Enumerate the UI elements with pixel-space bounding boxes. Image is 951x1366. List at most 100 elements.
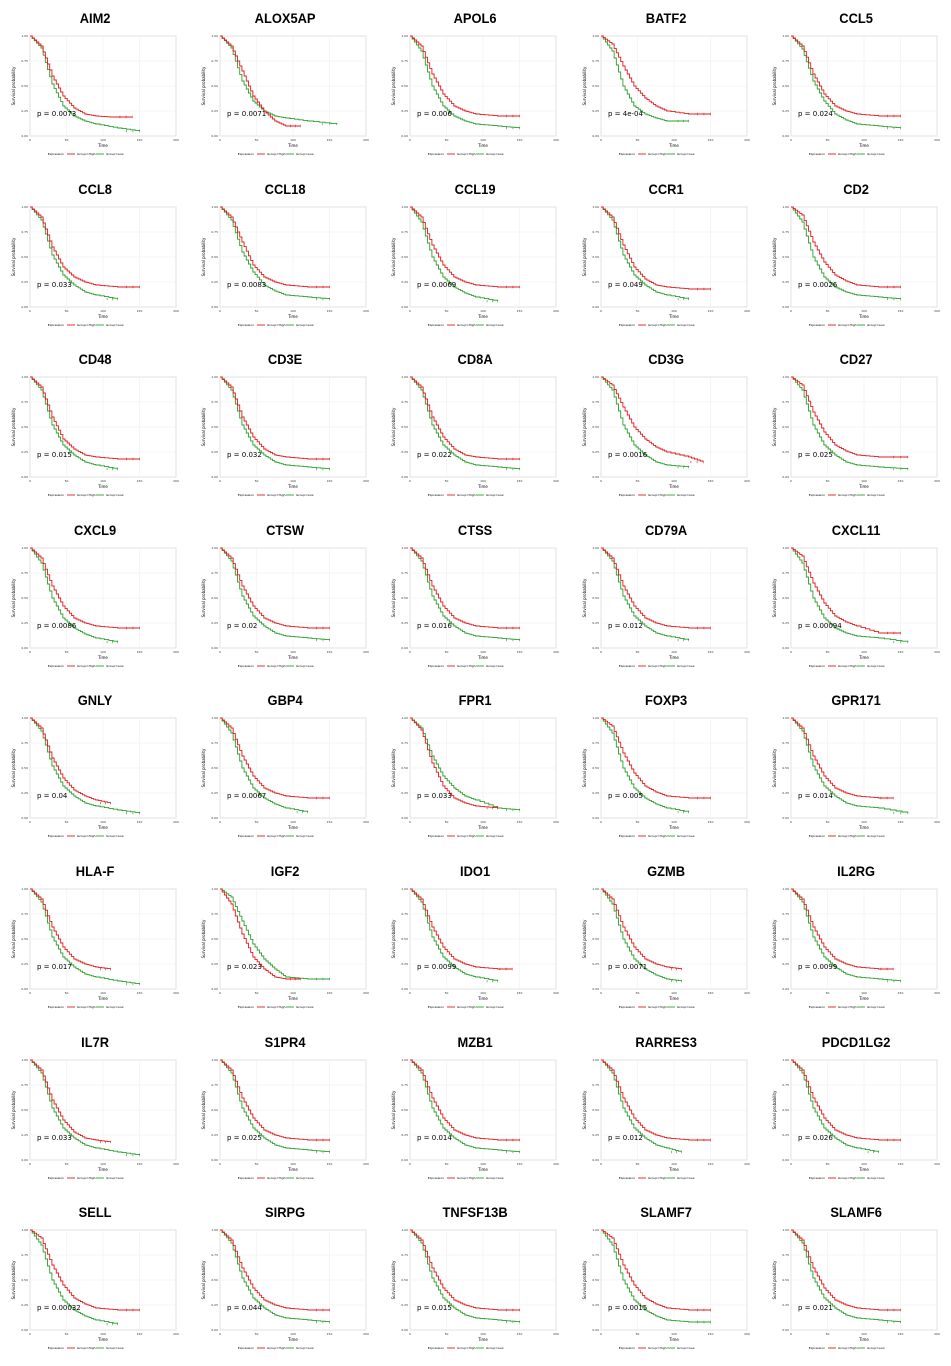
legend-label-low: Group=Low xyxy=(867,152,885,156)
km-chart: 0.00 0.25 0.50 0.75 1.00 0 50 100 150 200 Time Surv… xyxy=(11,205,179,327)
km-chart: 0.00 0.25 0.50 0.75 1.00 0 50 100 150 200 Time Surv… xyxy=(11,887,179,1009)
series-low-line xyxy=(220,888,330,980)
y-tick-label: 0.75 xyxy=(212,230,219,234)
y-tick-label: 0.25 xyxy=(402,962,409,966)
x-tick-label: 0 xyxy=(600,650,602,654)
x-tick-label: 100 xyxy=(671,1332,677,1336)
y-axis-label: Survival probability xyxy=(772,66,777,105)
x-tick-label: 0 xyxy=(219,1162,221,1166)
x-tick-label: 100 xyxy=(100,991,106,995)
x-tick-label: 200 xyxy=(744,820,750,824)
km-chart: 0.00 0.25 0.50 0.75 1.00 0 50 100 150 200 Time Surv… xyxy=(11,546,179,668)
y-axis-label: Survival probability xyxy=(201,407,206,446)
y-tick-label: 0.50 xyxy=(402,1108,409,1112)
km-panel: CD3E 0.00 0.25 0.50 0.75 1.00 0 50 100 150 200 Time… xyxy=(190,351,380,512)
x-tick-label: 0 xyxy=(790,1162,792,1166)
km-chart: 0.00 0.25 0.50 0.75 1.00 0 50 100 150 200 Time Surv… xyxy=(582,1228,750,1350)
panel-title: MZB1 xyxy=(457,1033,494,1050)
y-tick-label: 0.00 xyxy=(592,1328,599,1332)
x-tick-label: 0 xyxy=(29,1162,31,1166)
legend-label-high: Group=High xyxy=(648,1005,667,1009)
x-tick-label: 100 xyxy=(861,138,867,142)
y-tick-label: 0.25 xyxy=(592,450,599,454)
x-axis-label: Time xyxy=(668,1167,679,1172)
km-chart: 0.00 0.25 0.50 0.75 1.00 0 50 100 150 200 Time Surv… xyxy=(582,34,750,156)
y-tick-label: 0.50 xyxy=(21,1278,28,1282)
km-panel: CXCL9 0.00 0.25 0.50 0.75 1.00 0 50 100 150 200 Tim… xyxy=(0,522,190,683)
y-tick-label: 1.00 xyxy=(212,205,219,209)
legend-title: Expression xyxy=(618,152,634,156)
legend-label-low: Group=Low xyxy=(106,1346,124,1350)
y-tick-label: 1.00 xyxy=(402,375,409,379)
y-tick-label: 0.75 xyxy=(212,571,219,575)
km-chart: 0.00 0.25 0.50 0.75 1.00 0 50 100 150 200 Time Surv… xyxy=(391,1228,560,1350)
x-tick-label: 150 xyxy=(897,479,903,483)
x-tick-label: 150 xyxy=(327,479,333,483)
y-tick-label: 0.50 xyxy=(402,425,409,429)
x-tick-label: 50 xyxy=(825,1332,829,1336)
y-tick-label: 1.00 xyxy=(21,887,28,891)
y-tick-label: 0.75 xyxy=(782,230,789,234)
y-tick-label: 0.75 xyxy=(402,400,409,404)
legend-label-high: Group=High xyxy=(457,152,476,156)
x-tick-label: 100 xyxy=(290,138,296,142)
series-high-line xyxy=(410,888,513,970)
x-tick-label: 200 xyxy=(173,479,179,483)
x-axis-label: Time xyxy=(287,143,298,148)
legend-label-high: Group=High xyxy=(267,1346,286,1350)
y-tick-label: 0.25 xyxy=(212,791,219,795)
panel-title: IGF2 xyxy=(270,863,300,879)
y-axis-label: Survival probability xyxy=(201,1090,206,1129)
series-low-line xyxy=(410,1059,521,1152)
series-high-line xyxy=(220,206,330,288)
panel-title: CD3G xyxy=(647,351,684,368)
km-panel: CCL8 0.00 0.25 0.50 0.75 1.00 0 50 100 150 200 Time… xyxy=(0,181,190,342)
y-tick-label: 0.75 xyxy=(212,59,219,63)
series-high-line xyxy=(410,547,520,629)
panel-title: CCL18 xyxy=(264,180,306,197)
y-tick-label: 0.25 xyxy=(782,791,789,795)
x-tick-label: 150 xyxy=(137,650,143,654)
series-low-line xyxy=(220,206,331,299)
x-axis-label: Time xyxy=(287,655,298,660)
y-tick-label: 0.75 xyxy=(592,741,599,745)
y-tick-label: 0.75 xyxy=(782,571,789,575)
x-tick-label: 50 xyxy=(445,650,449,654)
y-tick-label: 0.75 xyxy=(592,230,599,234)
legend-label-low: Group=Low xyxy=(296,1005,314,1009)
x-tick-label: 100 xyxy=(861,820,867,824)
x-tick-label: 200 xyxy=(554,1332,560,1336)
legend-label-low: Group=Low xyxy=(106,1005,124,1009)
legend-label-low: Group=Low xyxy=(296,493,314,497)
legend-label-high: Group=High xyxy=(77,1346,96,1350)
x-axis-label: Time xyxy=(858,143,869,148)
km-panel: CCL18 0.00 0.25 0.50 0.75 1.00 0 50 100 150 200 Tim… xyxy=(190,181,380,342)
series-low-line xyxy=(30,206,119,299)
x-tick-label: 200 xyxy=(554,650,560,654)
panel-title: TNFSF13B xyxy=(442,1204,509,1221)
y-tick-label: 0.25 xyxy=(212,621,219,625)
y-tick-label: 0.50 xyxy=(592,596,599,600)
series-low-line xyxy=(30,547,119,642)
km-panel: FPR1 0.00 0.25 0.50 0.75 1.00 0 50 100 150 200 Time… xyxy=(380,692,570,853)
legend-label-low: Group=Low xyxy=(486,152,504,156)
y-tick-label: 1.00 xyxy=(592,34,599,38)
x-axis-label: Time xyxy=(858,484,869,489)
y-tick-label: 1.00 xyxy=(592,887,599,891)
y-tick-label: 0.00 xyxy=(592,305,599,309)
x-tick-label: 0 xyxy=(29,820,31,824)
legend-label-high: Group=High xyxy=(77,834,96,838)
km-chart: 0.00 0.25 0.50 0.75 1.00 0 50 100 150 200 Time Surv… xyxy=(582,205,750,327)
y-tick-label: 1.00 xyxy=(21,205,28,209)
y-tick-label: 0.50 xyxy=(212,1108,219,1112)
x-tick-label: 200 xyxy=(554,138,560,142)
y-tick-label: 0.00 xyxy=(402,816,409,820)
p-value-label: p = 0.025 xyxy=(798,451,833,459)
x-tick-label: 50 xyxy=(635,820,639,824)
y-tick-label: 0.75 xyxy=(21,400,28,404)
km-panel: SLAMF7 0.00 0.25 0.50 0.75 1.00 0 50 100 150 200 Ti… xyxy=(571,1204,761,1365)
series-low-line xyxy=(600,1229,711,1323)
x-tick-label: 100 xyxy=(861,309,867,313)
y-tick-label: 0.00 xyxy=(592,646,599,650)
